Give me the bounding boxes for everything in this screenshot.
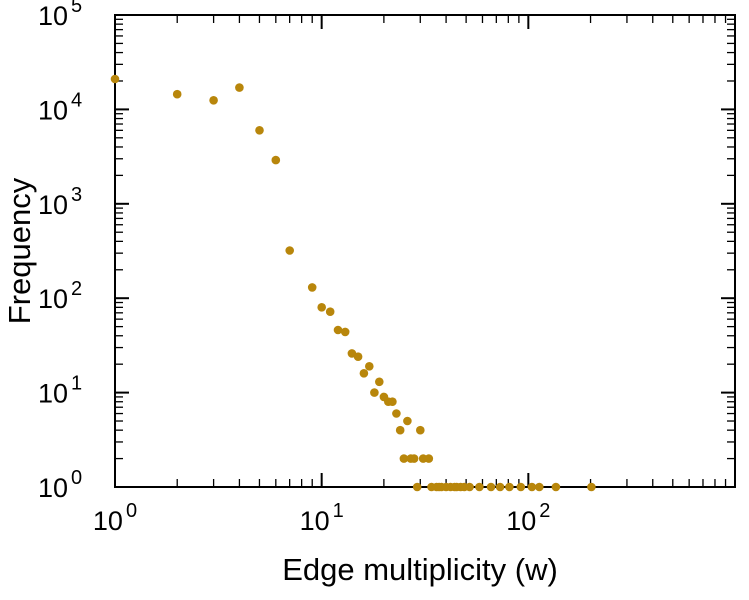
data-point <box>409 454 419 463</box>
tick-label: 10 0 <box>38 467 82 503</box>
data-point <box>587 482 596 492</box>
tick-label: 10 2 <box>506 500 550 536</box>
data-point <box>333 325 343 335</box>
data-point <box>325 307 335 317</box>
axis-ticks <box>114 14 736 488</box>
tick-label: 10 3 <box>38 184 82 220</box>
data-point <box>403 416 412 426</box>
data-point <box>375 377 384 387</box>
data-point <box>172 89 182 99</box>
x-axis-label: Edge multiplicity (w) <box>282 552 558 587</box>
data-point <box>465 482 474 492</box>
tick-label: 10 1 <box>300 500 344 536</box>
data-point <box>255 126 264 135</box>
data-point <box>505 482 514 492</box>
data-point <box>516 482 526 492</box>
tick-label: 10 1 <box>38 373 82 409</box>
tick-label: 10 0 <box>93 500 137 536</box>
data-point <box>412 482 422 492</box>
data-point <box>285 246 295 255</box>
data-point <box>209 96 218 105</box>
data-point <box>353 352 363 362</box>
data-point <box>110 74 120 84</box>
x-tick-labels: 10 0 10 1 10 2 <box>93 500 551 536</box>
data-point <box>388 397 397 407</box>
data-point <box>395 425 405 435</box>
y-axis-label: Frequency <box>2 177 37 324</box>
data-point <box>535 482 544 492</box>
data-point <box>340 327 350 337</box>
data-point <box>527 482 537 492</box>
plot-border <box>114 14 736 488</box>
data-point <box>317 303 327 312</box>
data-point <box>551 482 561 492</box>
data-point <box>365 362 374 371</box>
data-point <box>307 283 317 292</box>
data-point <box>424 454 434 463</box>
data-point <box>359 369 369 378</box>
data-point <box>235 83 244 92</box>
data-point <box>495 482 505 492</box>
tick-label: 10 2 <box>38 278 82 314</box>
data-point <box>392 409 401 418</box>
data-point <box>399 454 409 463</box>
data-point <box>416 425 425 435</box>
data-point <box>370 388 379 397</box>
data-points <box>110 74 596 492</box>
tick-label: 10 4 <box>38 89 82 125</box>
tick-label: 10 5 <box>38 0 82 31</box>
data-point <box>486 482 496 492</box>
data-point <box>475 482 484 492</box>
data-point <box>271 155 281 165</box>
